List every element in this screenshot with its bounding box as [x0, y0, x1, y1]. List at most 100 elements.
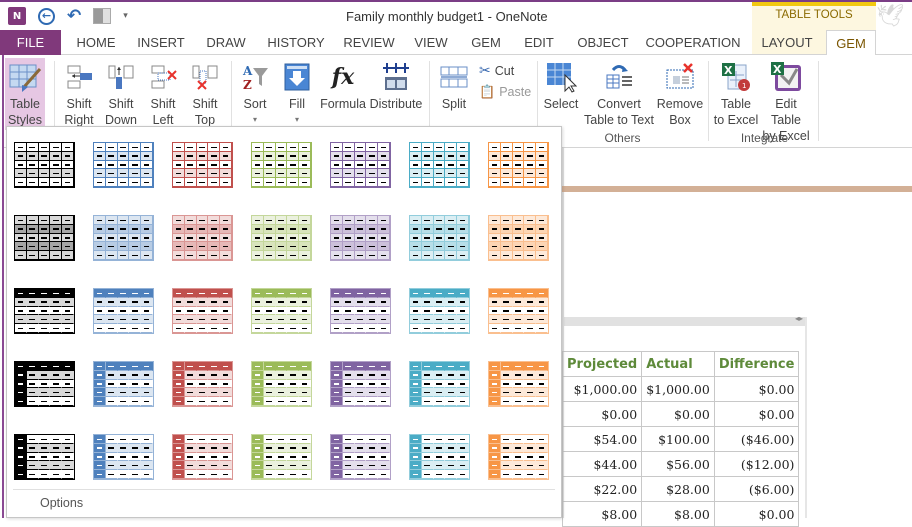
table-cell[interactable]: $100.00	[641, 426, 715, 452]
table-style-orange-medium-shading[interactable]	[488, 215, 549, 261]
table-style-purple-header-row[interactable]	[330, 288, 391, 334]
table-style-purple-medium-shading[interactable]	[330, 215, 391, 261]
shift-right-button[interactable]: Shift Right	[60, 58, 98, 128]
tab-gem-active[interactable]: GEM	[826, 30, 876, 56]
table-cell[interactable]: $1,000.00	[561, 376, 643, 402]
table-style-blue-medium-shading[interactable]	[93, 215, 154, 261]
table-style-aqua-first-col-banded[interactable]	[409, 434, 470, 480]
table-style-red-header-row[interactable]	[172, 288, 233, 334]
table-style-aqua-header-row[interactable]	[409, 288, 470, 334]
table-style-red-banded-outline[interactable]	[172, 142, 233, 188]
cut-button[interactable]: ✂ Cut	[479, 62, 515, 78]
table-cell[interactable]: ($6.00)	[713, 476, 800, 502]
shift-top-button[interactable]: Shift Top	[186, 58, 224, 128]
distribute-button[interactable]: Distribute	[369, 58, 423, 112]
table-cell[interactable]: $0.00	[713, 501, 800, 527]
back-arrow-icon[interactable]: ←	[38, 7, 55, 25]
tab-edit[interactable]: EDIT	[524, 35, 554, 50]
table-cell[interactable]: $22.00	[561, 476, 643, 502]
table-style-blue-banded-outline[interactable]	[93, 142, 154, 188]
table-style-aqua-header-first-col[interactable]	[409, 361, 470, 407]
tab-review[interactable]: REVIEW	[343, 35, 395, 50]
shift-left-button[interactable]: Shift Left	[144, 58, 182, 128]
thumb-cell	[331, 306, 343, 316]
table-cell[interactable]: $54.00	[561, 426, 643, 452]
table-cell[interactable]: $0.00	[641, 401, 715, 427]
table-style-red-first-col-banded[interactable]	[172, 434, 233, 480]
thumb-cell	[500, 397, 513, 406]
thumb-cell	[331, 233, 343, 243]
table-style-black-banded-outline[interactable]	[14, 142, 75, 188]
tab-history[interactable]: HISTORY	[267, 35, 325, 50]
options-menu-item[interactable]: Options	[40, 496, 84, 510]
table-style-blue-header-first-col[interactable]	[93, 361, 154, 407]
table-style-black-header-row[interactable]	[14, 288, 75, 334]
edit-table-by-excel-button[interactable]: X Edit Table by Excel	[759, 58, 813, 144]
table-style-black-header-first-col[interactable]	[14, 361, 75, 407]
table-style-black-medium-shading[interactable]	[14, 215, 75, 261]
table-style-aqua-banded-outline[interactable]	[409, 142, 470, 188]
tab-draw[interactable]: DRAW	[206, 35, 246, 50]
undo-icon[interactable]: ↶	[67, 5, 82, 26]
table-style-green-header-row[interactable]	[251, 288, 312, 334]
thumb-cell	[275, 160, 288, 170]
table-style-green-banded-outline[interactable]	[251, 142, 312, 188]
table-cell[interactable]: ($46.00)	[713, 426, 800, 452]
table-style-green-header-first-col[interactable]	[251, 361, 312, 407]
table-style-purple-banded-outline[interactable]	[330, 142, 391, 188]
table-style-orange-banded-outline[interactable]	[488, 142, 549, 188]
tab-view[interactable]: VIEW	[414, 35, 448, 50]
resize-arrows-icon[interactable]: ◂▸	[794, 314, 803, 323]
table-cell[interactable]: $0.00	[561, 401, 643, 427]
column-header[interactable]: Projected	[561, 351, 643, 377]
table-style-green-medium-shading[interactable]	[251, 215, 312, 261]
shift-down-button[interactable]: Shift Down	[102, 58, 140, 128]
formula-button[interactable]: fx Formula	[320, 58, 366, 112]
table-style-aqua-medium-shading[interactable]	[409, 215, 470, 261]
paste-button[interactable]: 📋 Paste	[479, 84, 532, 99]
fill-button[interactable]: Fill ▾	[278, 58, 316, 128]
onenote-logo-icon[interactable]: N	[8, 7, 26, 25]
tab-cooperation[interactable]: COOPERATION	[645, 35, 741, 50]
table-style-orange-header-first-col[interactable]	[488, 361, 549, 407]
tab-layout[interactable]: LAYOUT	[761, 35, 813, 50]
column-header[interactable]: Actual	[641, 351, 715, 377]
dock-to-desktop-icon[interactable]	[93, 8, 112, 24]
table-style-purple-first-col-banded[interactable]	[330, 434, 391, 480]
table-cell[interactable]: $1,000.00	[641, 376, 715, 402]
table-style-orange-first-col-banded[interactable]	[488, 434, 549, 480]
tab-object[interactable]: OBJECT	[577, 35, 629, 50]
table-cell[interactable]: $8.00	[641, 501, 715, 527]
remove-box-button[interactable]: Remove Box	[656, 58, 704, 128]
table-cell[interactable]: $28.00	[641, 476, 715, 502]
table-style-black-first-col-banded[interactable]	[14, 434, 75, 480]
tab-gem[interactable]: GEM	[471, 35, 501, 50]
table-style-orange-header-row[interactable]	[488, 288, 549, 334]
table-style-red-medium-shading[interactable]	[172, 215, 233, 261]
table-style-green-first-col-banded[interactable]	[251, 434, 312, 480]
split-button[interactable]: Split	[436, 58, 472, 112]
tab-insert[interactable]: INSERT	[137, 35, 185, 50]
table-cell[interactable]: $56.00	[641, 451, 715, 477]
table-cell[interactable]: $44.00	[561, 451, 643, 477]
table-cell[interactable]: $8.00	[561, 501, 643, 527]
table-style-purple-header-first-col[interactable]	[330, 361, 391, 407]
table-style-blue-header-row[interactable]	[93, 288, 154, 334]
convert-table-to-text-button[interactable]: Convert Table to Text	[584, 58, 654, 128]
column-header[interactable]: Difference	[713, 351, 800, 377]
table-cell[interactable]: $0.00	[713, 401, 800, 427]
tab-file[interactable]: FILE	[0, 30, 61, 55]
table-style-red-header-first-col[interactable]	[172, 361, 233, 407]
table-style-blue-first-col-banded[interactable]	[93, 434, 154, 480]
tab-home[interactable]: HOME	[76, 35, 116, 50]
table-styles-button[interactable]: Table Styles ▾	[5, 58, 45, 143]
thumb-cell	[38, 289, 51, 298]
customize-qat-icon[interactable]: ▾	[123, 11, 128, 21]
table-cell[interactable]: ($12.00)	[713, 451, 800, 477]
table-cell[interactable]: $0.00	[713, 376, 800, 402]
table-row: $0.00 $0.00 $0.00	[561, 401, 800, 427]
note-container-handle[interactable]: ◂▸	[562, 314, 806, 326]
select-button[interactable]: Select	[542, 58, 580, 112]
